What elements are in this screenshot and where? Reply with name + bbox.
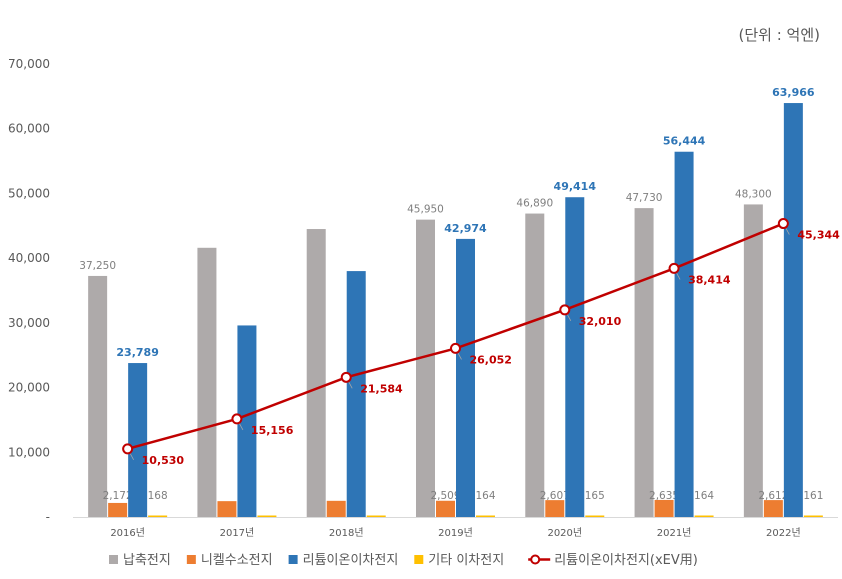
line-point-2 — [340, 371, 352, 383]
bar-리튬이온이차전지-5 — [674, 151, 694, 517]
bar-납축전지-0 — [88, 275, 108, 517]
y-tick-label: 60,000 — [8, 122, 50, 136]
y-tick-label: 50,000 — [8, 186, 50, 200]
data-label-니켈수소전지: 2,172 — [103, 490, 133, 502]
data-label-리튬이온이차전지: 42,974 — [444, 222, 487, 235]
data-label-기타-이차전지: 168 — [148, 490, 168, 502]
bar-리튬이온이차전지-3 — [456, 238, 475, 517]
data-label-니켈수소전지: 2,612 — [758, 490, 788, 502]
bar-납축전지-6 — [743, 204, 763, 517]
data-label-납축전지: 48,300 — [735, 188, 772, 200]
x-tick-label: 2022년 — [766, 527, 801, 539]
line-point-3 — [450, 342, 461, 354]
x-tick-label: 2016년 — [110, 527, 145, 539]
data-label-니켈수소전지: 2,635 — [649, 490, 679, 502]
legend-label-리튬이온이차전지(xEV用): 리튬이온이차전지(xEV用) — [554, 553, 698, 568]
data-label-니켈수소전지: 2,607 — [540, 490, 570, 502]
data-label-리튬이온이차전지(xEV用): 38,414 — [688, 273, 731, 286]
bar-니켈수소전지-3 — [436, 500, 455, 517]
data-label-니켈수소전지: 2,509 — [430, 490, 460, 502]
bar-리튬이온이차전지-1 — [237, 325, 257, 517]
bar-리튬이온이차전지-0 — [128, 363, 148, 517]
bar-기타-이차전지-2 — [366, 515, 386, 517]
data-label-납축전지: 47,730 — [626, 192, 663, 204]
y-tick-label: 70,000 — [8, 57, 50, 71]
legend-swatch-니켈수소전지 — [186, 555, 196, 564]
x-tick-label: 2019년 — [438, 527, 473, 539]
legend-swatch-리튬이온이차전지 — [288, 555, 298, 564]
y-tick-label: 10,000 — [8, 445, 50, 459]
legend-label-납축전지: 납축전지 — [123, 553, 171, 568]
unit-label: (단위 : 억엔) — [738, 26, 821, 44]
bar-니켈수소전지-0 — [108, 502, 128, 517]
bar-니켈수소전지-4 — [545, 500, 565, 517]
line-point-1 — [231, 413, 243, 425]
bar-니켈수소전지-6 — [763, 500, 783, 517]
data-label-기타-이차전지: 161 — [803, 490, 823, 502]
bar-리튬이온이차전지-4 — [565, 197, 585, 517]
data-label-리튬이온이차전지(xEV用): 10,530 — [142, 454, 185, 467]
x-tick-label: 2017년 — [220, 527, 255, 539]
line-point-5 — [668, 262, 680, 274]
data-label-리튬이온이차전지: 49,414 — [554, 180, 597, 193]
bar-니켈수소전지-5 — [654, 499, 674, 517]
y-tick-label: 40,000 — [8, 251, 50, 265]
legend-swatch-기타-이차전지 — [414, 555, 424, 564]
data-label-리튬이온이차전지: 56,444 — [663, 135, 706, 148]
bar-니켈수소전지-2 — [326, 500, 346, 517]
bar-납축전지-2 — [306, 229, 326, 517]
data-label-기타-이차전지: 165 — [585, 490, 605, 502]
line-point-4 — [559, 304, 571, 316]
data-label-납축전지: 46,890 — [516, 198, 553, 210]
bar-리튬이온이차전지-6 — [783, 103, 803, 518]
line-point-0 — [122, 443, 134, 455]
data-label-기타-이차전지: 164 — [694, 490, 714, 502]
y-tick-label: 20,000 — [8, 381, 50, 395]
bar-기타-이차전지-3 — [476, 515, 495, 517]
data-label-리튬이온이차전지: 63,966 — [772, 86, 815, 99]
x-tick-label: 2020년 — [547, 527, 582, 539]
y-tick-label: 30,000 — [8, 316, 50, 330]
bar-납축전지-4 — [525, 213, 545, 517]
legend-label-기타-이차전지: 기타 이차전지 — [428, 553, 504, 568]
bar-기타-이차전지-0 — [148, 515, 168, 517]
x-tick-label: 2018년 — [329, 527, 364, 539]
bar-니켈수소전지-1 — [217, 501, 237, 517]
bar-기타-이차전지-1 — [257, 515, 277, 517]
data-label-리튬이온이차전지(xEV用): 15,156 — [251, 424, 294, 437]
bar-기타-이차전지-6 — [803, 515, 823, 517]
legend-swatch-납축전지 — [109, 555, 118, 564]
x-tick-label: 2021년 — [657, 527, 692, 539]
data-label-리튬이온이차전지(xEV用): 21,584 — [360, 382, 403, 395]
data-label-리튬이온이차전지: 23,789 — [116, 346, 158, 359]
bar-기타-이차전지-5 — [694, 515, 714, 517]
data-label-리튬이온이차전지(xEV用): 26,052 — [470, 353, 512, 366]
data-label-납축전지: 37,250 — [79, 260, 116, 272]
data-label-납축전지: 45,950 — [407, 204, 444, 216]
bar-납축전지-1 — [197, 247, 217, 517]
legend-label-리튬이온이차전지: 리튬이온이차전지 — [303, 553, 399, 568]
data-label-리튬이온이차전지(xEV用): 45,344 — [797, 229, 840, 242]
y-tick-label: - — [46, 510, 50, 524]
line-point-6 — [777, 218, 789, 230]
data-label-기타-이차전지: 164 — [475, 490, 495, 502]
bar-리튬이온이차전지-2 — [346, 271, 366, 517]
data-label-리튬이온이차전지(xEV用): 32,010 — [579, 315, 622, 328]
bar-납축전지-3 — [416, 219, 435, 517]
legend-marker — [530, 554, 541, 565]
bar-기타-이차전지-4 — [585, 515, 605, 517]
bar-납축전지-5 — [634, 208, 654, 517]
legend-label-니켈수소전지: 니켈수소전지 — [201, 553, 273, 568]
